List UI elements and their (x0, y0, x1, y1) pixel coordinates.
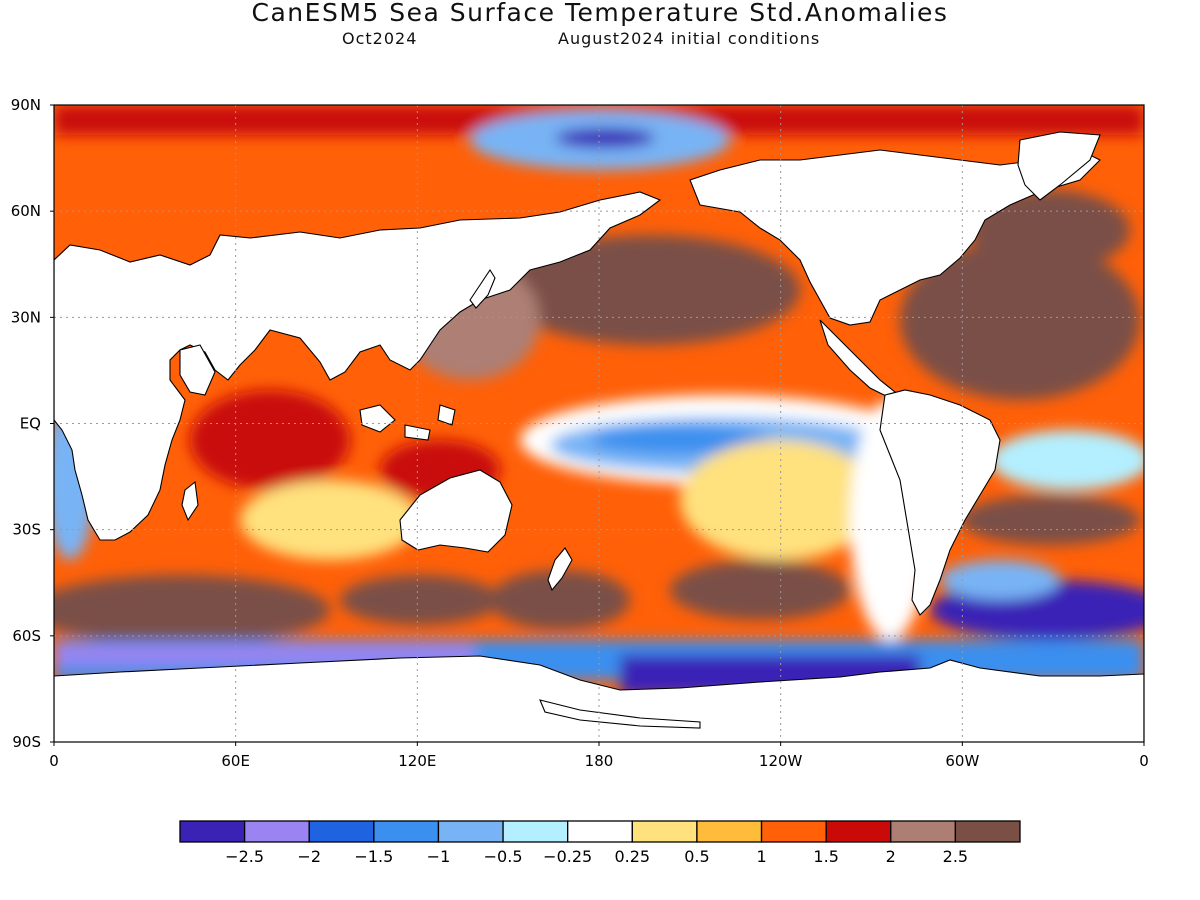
colorbar-swatch (696, 820, 763, 843)
forecast-month: Oct2024 (342, 29, 418, 48)
colorbar-swatch (954, 820, 1021, 843)
colorbar-labels: −2.5 −2 −1.5 −1 −0.5 −0.25 0.25 0.5 1 1.5 2 2.5 (225, 847, 968, 866)
lon-tick-label: 180 (585, 752, 614, 770)
colorbar-tick-label: −1.5 (354, 847, 393, 866)
lon-tick-label: 0 (1139, 752, 1149, 770)
grid-lines (54, 105, 1144, 742)
colorbar-swatch (437, 820, 504, 843)
colorbar-tick-label: 2 (886, 847, 896, 866)
lat-tick-label: 60N (11, 202, 41, 220)
latitude-axis: 90N 60N 30N EQ 30S 60S 90S (11, 96, 41, 751)
chart-title: CanESM5 Sea Surface Temperature Std.Anom… (251, 0, 949, 27)
land-masses (54, 131, 1144, 742)
lat-tick-label: 60S (12, 627, 41, 645)
lon-tick-label: 60E (221, 752, 250, 770)
colorbar-swatch (502, 820, 569, 843)
colorbar-tick-label: 1 (756, 847, 766, 866)
colorbar-tick-label: −2.5 (225, 847, 264, 866)
colorbar-legend (179, 820, 1021, 843)
lon-tick-label: 0 (49, 752, 59, 770)
lat-tick-label: 90N (11, 96, 41, 114)
colorbar-tick-label: −0.5 (484, 847, 523, 866)
lon-tick-label: 120W (759, 752, 803, 770)
colorbar-tick-label: −2 (297, 847, 321, 866)
lon-tick-label: 60W (945, 752, 979, 770)
lat-tick-label: 30S (12, 521, 41, 539)
colorbar-swatch (308, 820, 375, 843)
colorbar-swatch (890, 820, 957, 843)
longitude-axis: 0 60E 120E 180 120W 60W 0 (49, 752, 1149, 770)
colorbar-swatch (631, 820, 698, 843)
colorbar-swatch (243, 820, 310, 843)
colorbar-tick-label: 2.5 (943, 847, 968, 866)
lon-tick-label: 120E (398, 752, 436, 770)
colorbar-swatch (760, 820, 827, 843)
colorbar-swatch (179, 820, 246, 843)
colorbar-tick-label: 0.25 (614, 847, 650, 866)
lat-tick-label: EQ (20, 415, 41, 433)
colorbar-swatch (825, 820, 892, 843)
initial-conditions: August2024 initial conditions (558, 29, 821, 48)
lat-tick-label: 90S (12, 733, 41, 751)
axis-ticks (50, 104, 1145, 746)
colorbar-tick-label: −1 (427, 847, 451, 866)
colorbar-tick-label: 1.5 (813, 847, 838, 866)
lat-tick-label: 30N (11, 308, 41, 326)
colorbar-tick-label: −0.25 (543, 847, 592, 866)
colorbar-tick-label: 0.5 (684, 847, 709, 866)
colorbar-swatch (567, 820, 633, 843)
colorbar-swatch (373, 820, 440, 843)
